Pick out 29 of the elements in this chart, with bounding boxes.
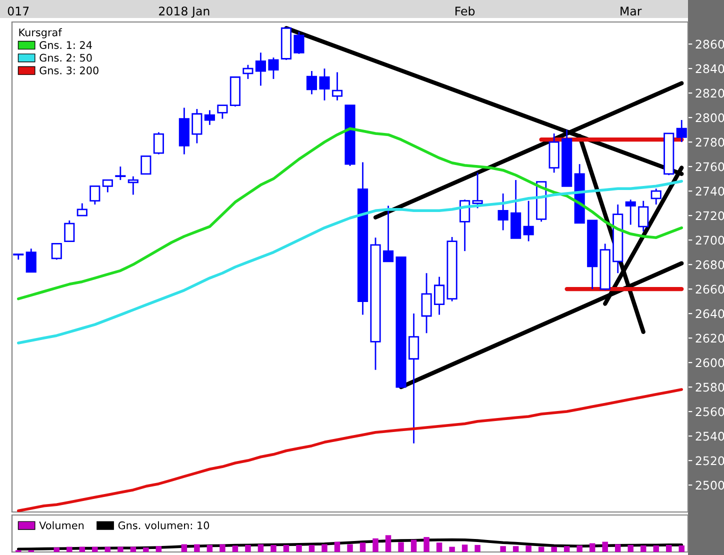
x-tick-label: 017 xyxy=(8,6,29,16)
legend-label: Gns. 3: 200 xyxy=(40,66,98,74)
y-tick-label: 2680 xyxy=(696,260,724,270)
y-tick-label: 2720 xyxy=(696,211,724,220)
x-tick-label: 2018 Jan xyxy=(159,6,210,18)
y-tick-label: 2740 xyxy=(696,186,724,196)
y-tick-label: 2560 xyxy=(696,407,724,416)
y-tick-label: 2600 xyxy=(696,358,724,368)
legend-label: Gns. 1: 24 xyxy=(40,41,92,49)
y-tick-label: 2700 xyxy=(696,236,724,245)
y-tick-label: 2760 xyxy=(696,162,724,172)
y-tick-label: 2860 xyxy=(696,40,724,49)
y-tick-label: 2640 xyxy=(696,309,724,318)
y-tick-label: 2520 xyxy=(696,456,724,466)
legend-label: Gns. 2: 50 xyxy=(40,54,92,62)
y-tick-label: 2820 xyxy=(696,88,724,98)
y-tick-label: 2500 xyxy=(696,480,724,490)
legend-label: Volumen xyxy=(39,521,84,530)
y-tick-label: 2620 xyxy=(696,334,724,343)
legend-title: Kursgraf xyxy=(19,28,62,38)
y-tick-label: 2840 xyxy=(696,64,724,74)
y-tick-label: 2780 xyxy=(696,138,724,147)
legend-label: Gns. volumen: 10 xyxy=(118,521,210,530)
y-tick-label: 2660 xyxy=(696,284,724,294)
y-tick-label: 2580 xyxy=(696,382,724,392)
x-tick-label: Mar xyxy=(620,6,642,16)
x-tick-label: Feb xyxy=(456,6,475,16)
y-tick-label: 2800 xyxy=(696,113,724,122)
y-tick-label: 2540 xyxy=(696,432,724,441)
